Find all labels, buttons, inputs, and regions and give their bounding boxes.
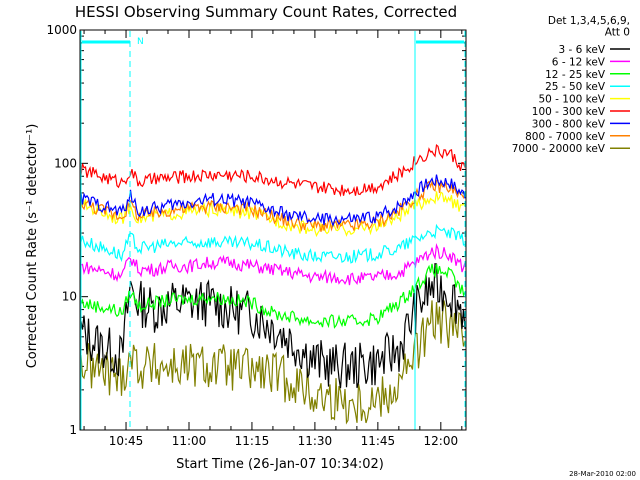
y-tick-label: 100 <box>54 156 77 170</box>
legend-label: 300 - 800 keV <box>532 118 606 130</box>
legend-label: 50 - 100 keV <box>538 94 605 106</box>
plot-frame <box>79 29 467 431</box>
series-line-3 <box>80 223 466 264</box>
series-line-7 <box>80 179 466 232</box>
legend-label: 7000 - 20000 keV <box>512 143 606 155</box>
observing-markers: N <box>80 31 466 430</box>
marker-label: N <box>137 37 144 47</box>
footer-date: 28-Mar-2010 02:00 <box>569 470 636 478</box>
legend-title-line: Det 1,3,4,5,6,9, <box>548 15 630 27</box>
legend-label: 12 - 25 keV <box>545 69 606 81</box>
series-line-5 <box>80 143 466 198</box>
y-axis-label: Corrected Count Rate (s⁻¹ detector⁻¹) <box>25 124 40 369</box>
legend-label: 3 - 6 keV <box>558 44 605 56</box>
series-lines <box>80 143 466 425</box>
x-tick-label: 11:30 <box>298 434 333 448</box>
x-axis-ticks: 10:45 11:00 11:15 11:30 11:45 12:00 <box>83 30 463 448</box>
legend-label: 100 - 300 keV <box>532 106 606 118</box>
x-tick-label: 11:45 <box>361 434 396 448</box>
series-line-6 <box>80 174 466 228</box>
y-tick-label: 1000 <box>46 23 77 37</box>
x-tick-label: 12:00 <box>424 434 459 448</box>
legend-label: 25 - 50 keV <box>545 81 606 93</box>
y-axis-ticks: 1 10 100 1000 <box>46 23 466 437</box>
series-line-2 <box>80 263 466 329</box>
legend-title-line: Att 0 <box>605 27 630 39</box>
y-tick-label: 1 <box>69 423 77 437</box>
y-tick-label: 10 <box>62 290 77 304</box>
x-axis-label: Start Time (26-Jan-07 10:34:02) <box>176 457 384 472</box>
x-tick-label: 11:00 <box>172 434 207 448</box>
x-tick-label: 10:45 <box>109 434 144 448</box>
series-line-1 <box>80 243 466 286</box>
legend-label: 6 - 12 keV <box>552 56 606 68</box>
x-tick-label: 11:15 <box>235 434 270 448</box>
chart-title: HESSI Observing Summary Count Rates, Cor… <box>75 3 457 21</box>
legend-label: 800 - 7000 keV <box>525 131 606 143</box>
series-line-0 <box>80 262 466 389</box>
series-line-4 <box>80 191 466 238</box>
series-line-8 <box>80 300 466 425</box>
